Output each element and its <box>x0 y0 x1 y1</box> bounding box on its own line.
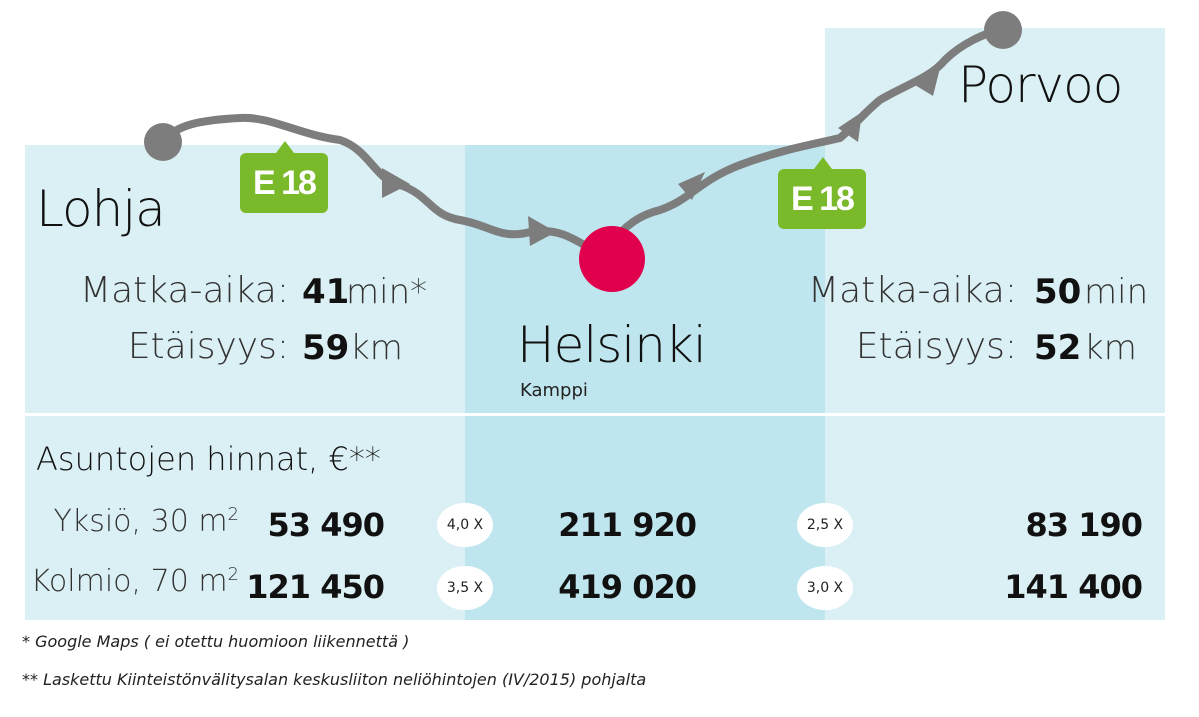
footnote-2: ** Laskettu Kiinteistönvälitysalan kesku… <box>22 670 647 689</box>
price-lohja-yksio: 53 490 <box>267 506 385 544</box>
ratio-badge: 4,0 X <box>437 503 493 547</box>
helsinki-destination-point <box>579 226 645 292</box>
ratio-badge: 2,5 X <box>797 503 853 547</box>
row-label-kolmio: Kolmio, 70 m2 <box>30 564 239 599</box>
travel-time-label: Matka-aika: <box>808 270 1017 311</box>
prices-title: Asuntojen hinnat, €** <box>36 440 381 478</box>
section-divider <box>25 413 1165 416</box>
row-label-yksio: Yksiö, 30 m2 <box>53 504 239 539</box>
lohja-start-point <box>144 123 182 161</box>
city-subname-kamppi: Kamppi <box>520 380 588 401</box>
ratio-badge: 3,5 X <box>437 566 493 610</box>
distance-value: 59 <box>302 328 350 368</box>
porvoo-start-point <box>984 11 1022 49</box>
direction-arrow <box>382 168 410 198</box>
travel-time-unit: min <box>1084 272 1149 312</box>
price-helsinki-kolmio: 419 020 <box>558 568 697 606</box>
ratio-badge: 3,0 X <box>797 566 853 610</box>
travel-time-unit: min* <box>346 272 428 312</box>
distance-unit: km <box>1084 328 1137 368</box>
route-path-right <box>606 26 1007 249</box>
travel-time-value: 50 <box>1034 272 1082 312</box>
direction-arrow <box>910 68 940 96</box>
road-sign-pointer <box>276 141 294 153</box>
distance-label: Etäisyys: <box>855 326 1017 367</box>
price-porvoo-kolmio: 141 400 <box>1004 568 1143 606</box>
travel-time-value: 41 <box>302 272 350 312</box>
distance-unit: km <box>350 328 403 368</box>
price-lohja-kolmio: 121 450 <box>246 568 385 606</box>
city-name-porvoo: Porvoo <box>958 56 1123 114</box>
travel-time-label: Matka-aika: <box>80 270 289 311</box>
road-sign-pointer <box>814 157 832 169</box>
direction-arrow <box>528 216 556 246</box>
direction-arrow <box>678 172 705 200</box>
road-sign-right: E 18 <box>778 169 866 229</box>
road-sign-left: E 18 <box>240 153 328 213</box>
porvoo-panel <box>825 28 1165 620</box>
distance-value: 52 <box>1034 328 1082 368</box>
distance-label: Etäisyys: <box>127 326 289 367</box>
price-porvoo-yksio: 83 190 <box>1025 506 1143 544</box>
footnote-1: * Google Maps ( ei otettu huomioon liike… <box>22 632 410 651</box>
city-name-lohja: Lohja <box>36 180 166 238</box>
lohja-panel <box>25 145 465 620</box>
direction-arrow <box>838 112 862 142</box>
price-helsinki-yksio: 211 920 <box>558 506 697 544</box>
city-name-helsinki: Helsinki <box>517 316 707 374</box>
helsinki-panel <box>465 145 825 620</box>
